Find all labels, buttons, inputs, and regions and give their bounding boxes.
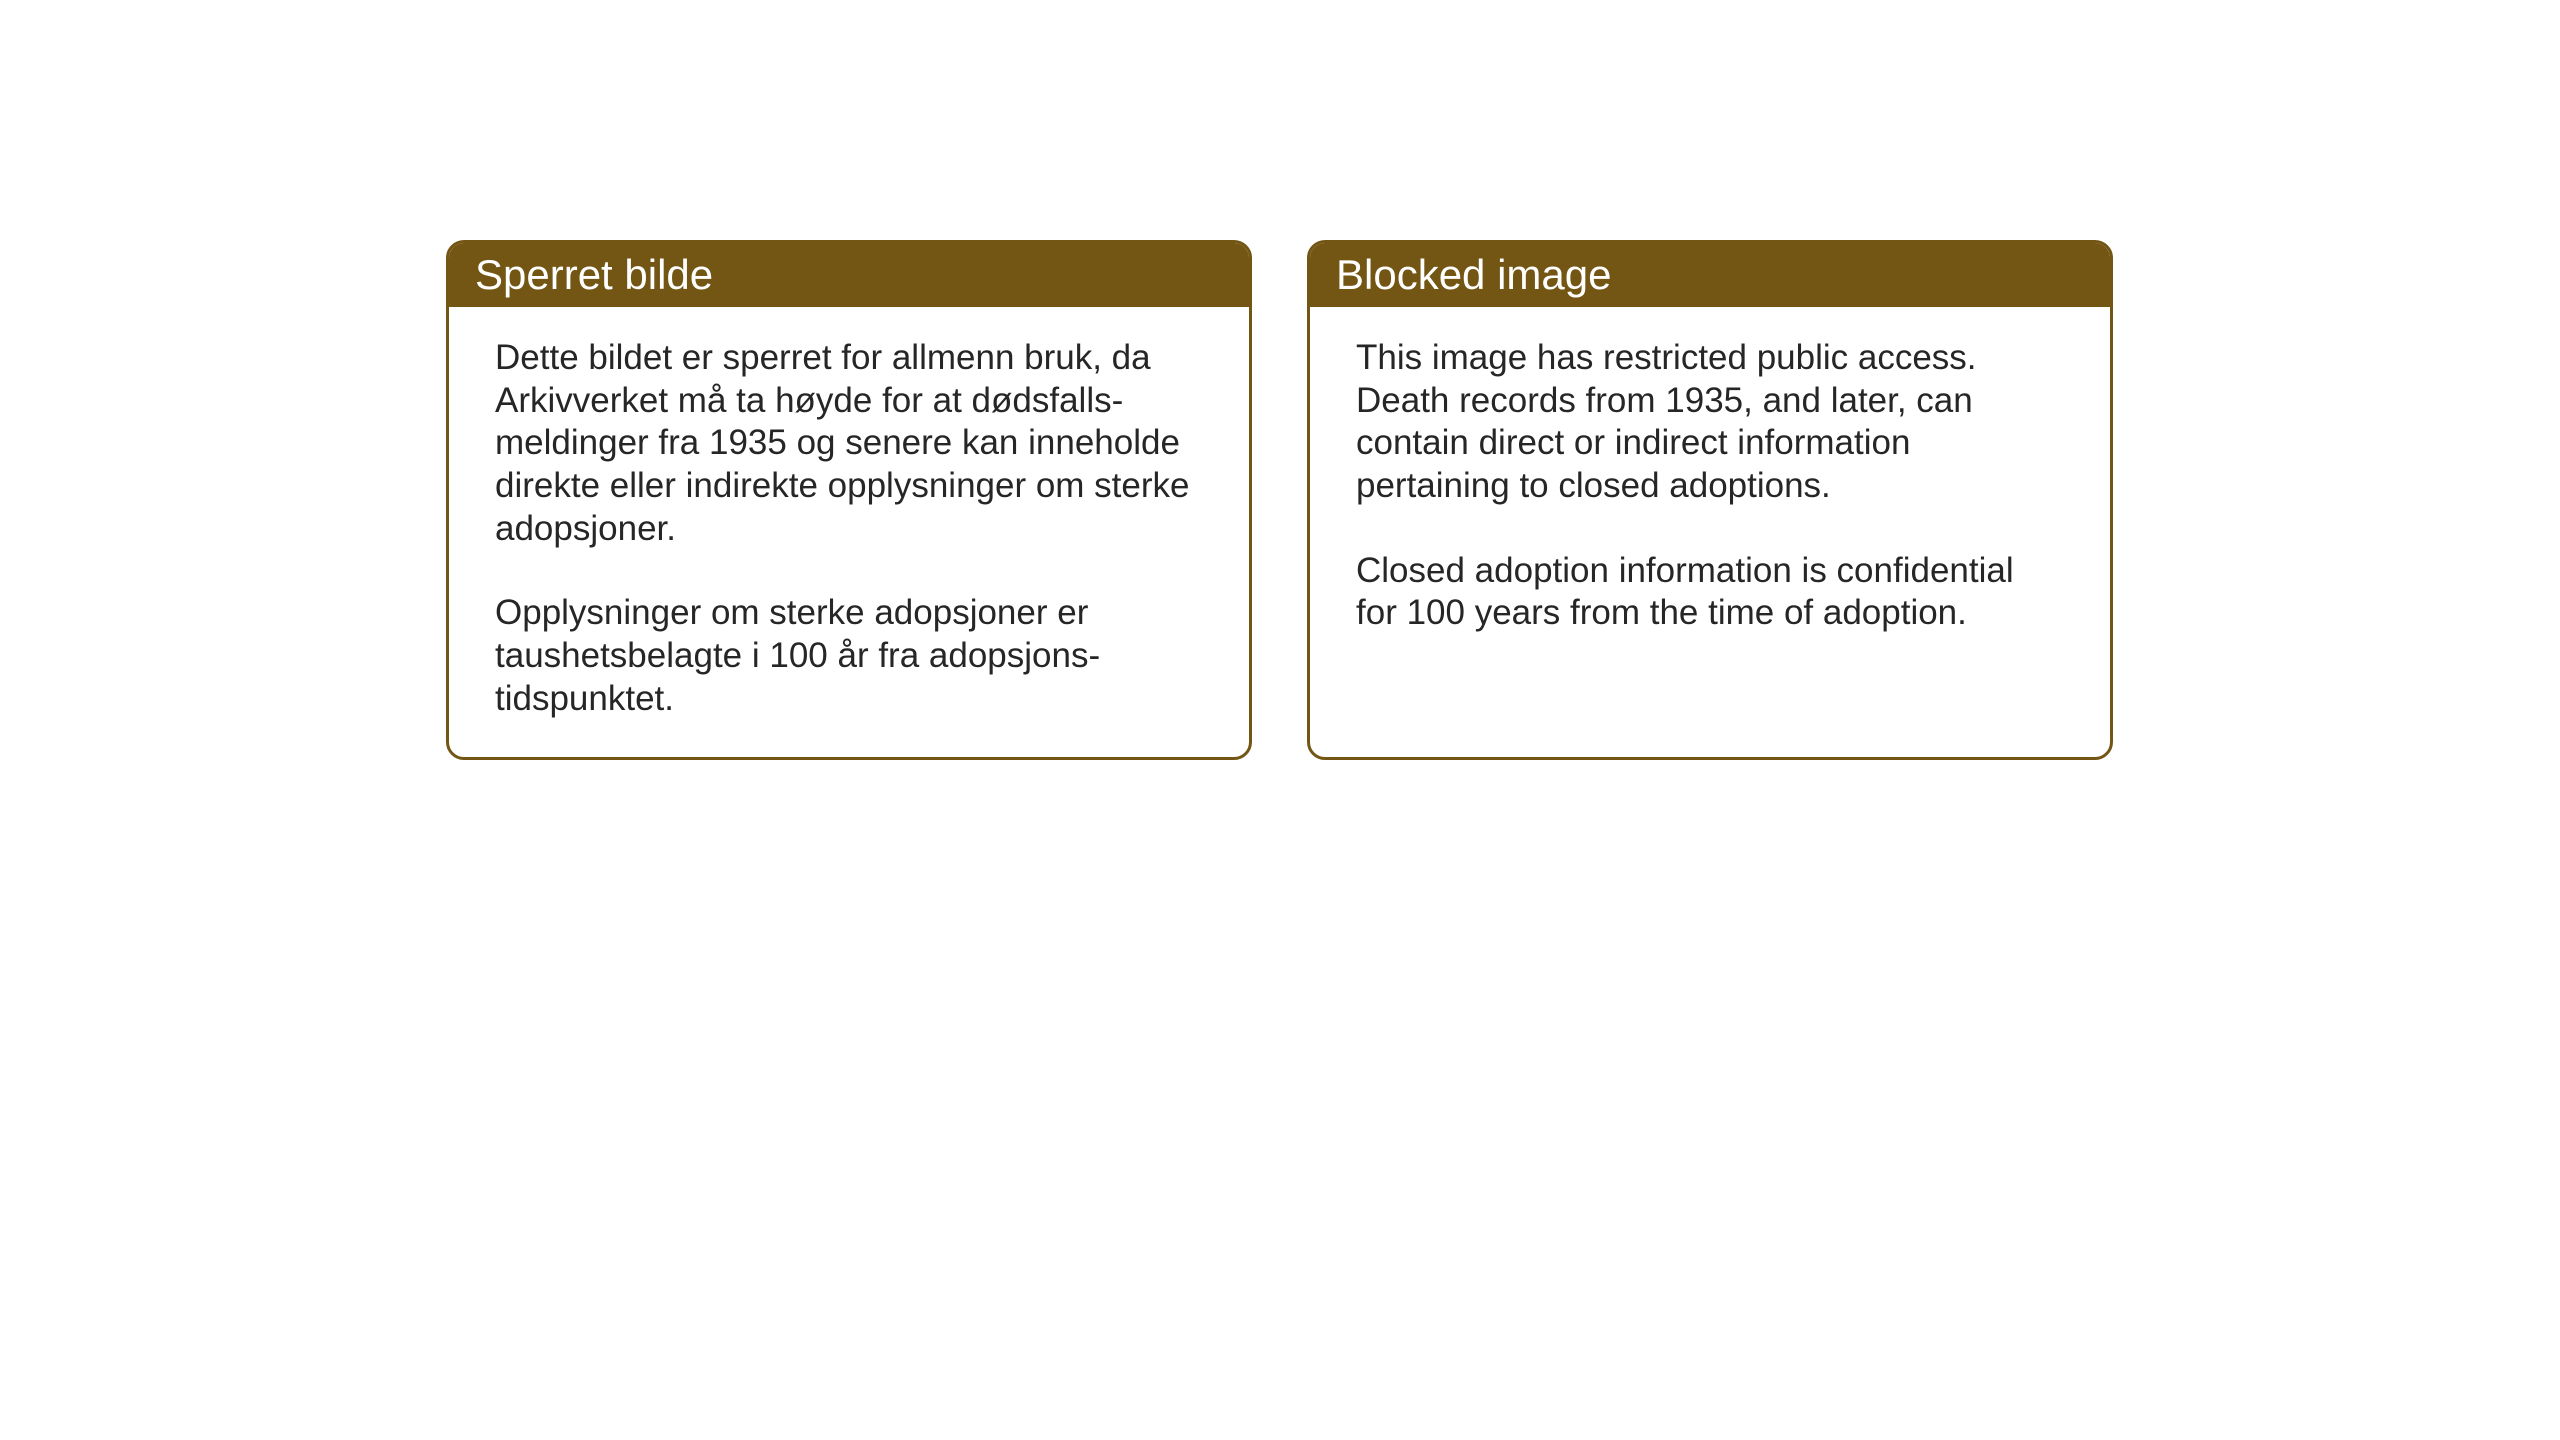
card-header-norwegian: Sperret bilde [449,243,1249,307]
card-paragraph-2: Closed adoption information is confident… [1356,550,2064,635]
card-title: Blocked image [1336,251,1611,298]
card-paragraph-1: Dette bildet er sperret for allmenn bruk… [495,337,1203,550]
card-paragraph-2: Opplysninger om sterke adopsjoner er tau… [495,592,1203,720]
card-title: Sperret bilde [475,251,713,298]
notice-card-english: Blocked image This image has restricted … [1307,240,2113,760]
card-header-english: Blocked image [1310,243,2110,307]
card-body-norwegian: Dette bildet er sperret for allmenn bruk… [449,307,1249,757]
notice-cards-container: Sperret bilde Dette bildet er sperret fo… [446,240,2113,760]
notice-card-norwegian: Sperret bilde Dette bildet er sperret fo… [446,240,1252,760]
card-paragraph-1: This image has restricted public access.… [1356,337,2064,508]
card-body-english: This image has restricted public access.… [1310,307,2110,705]
